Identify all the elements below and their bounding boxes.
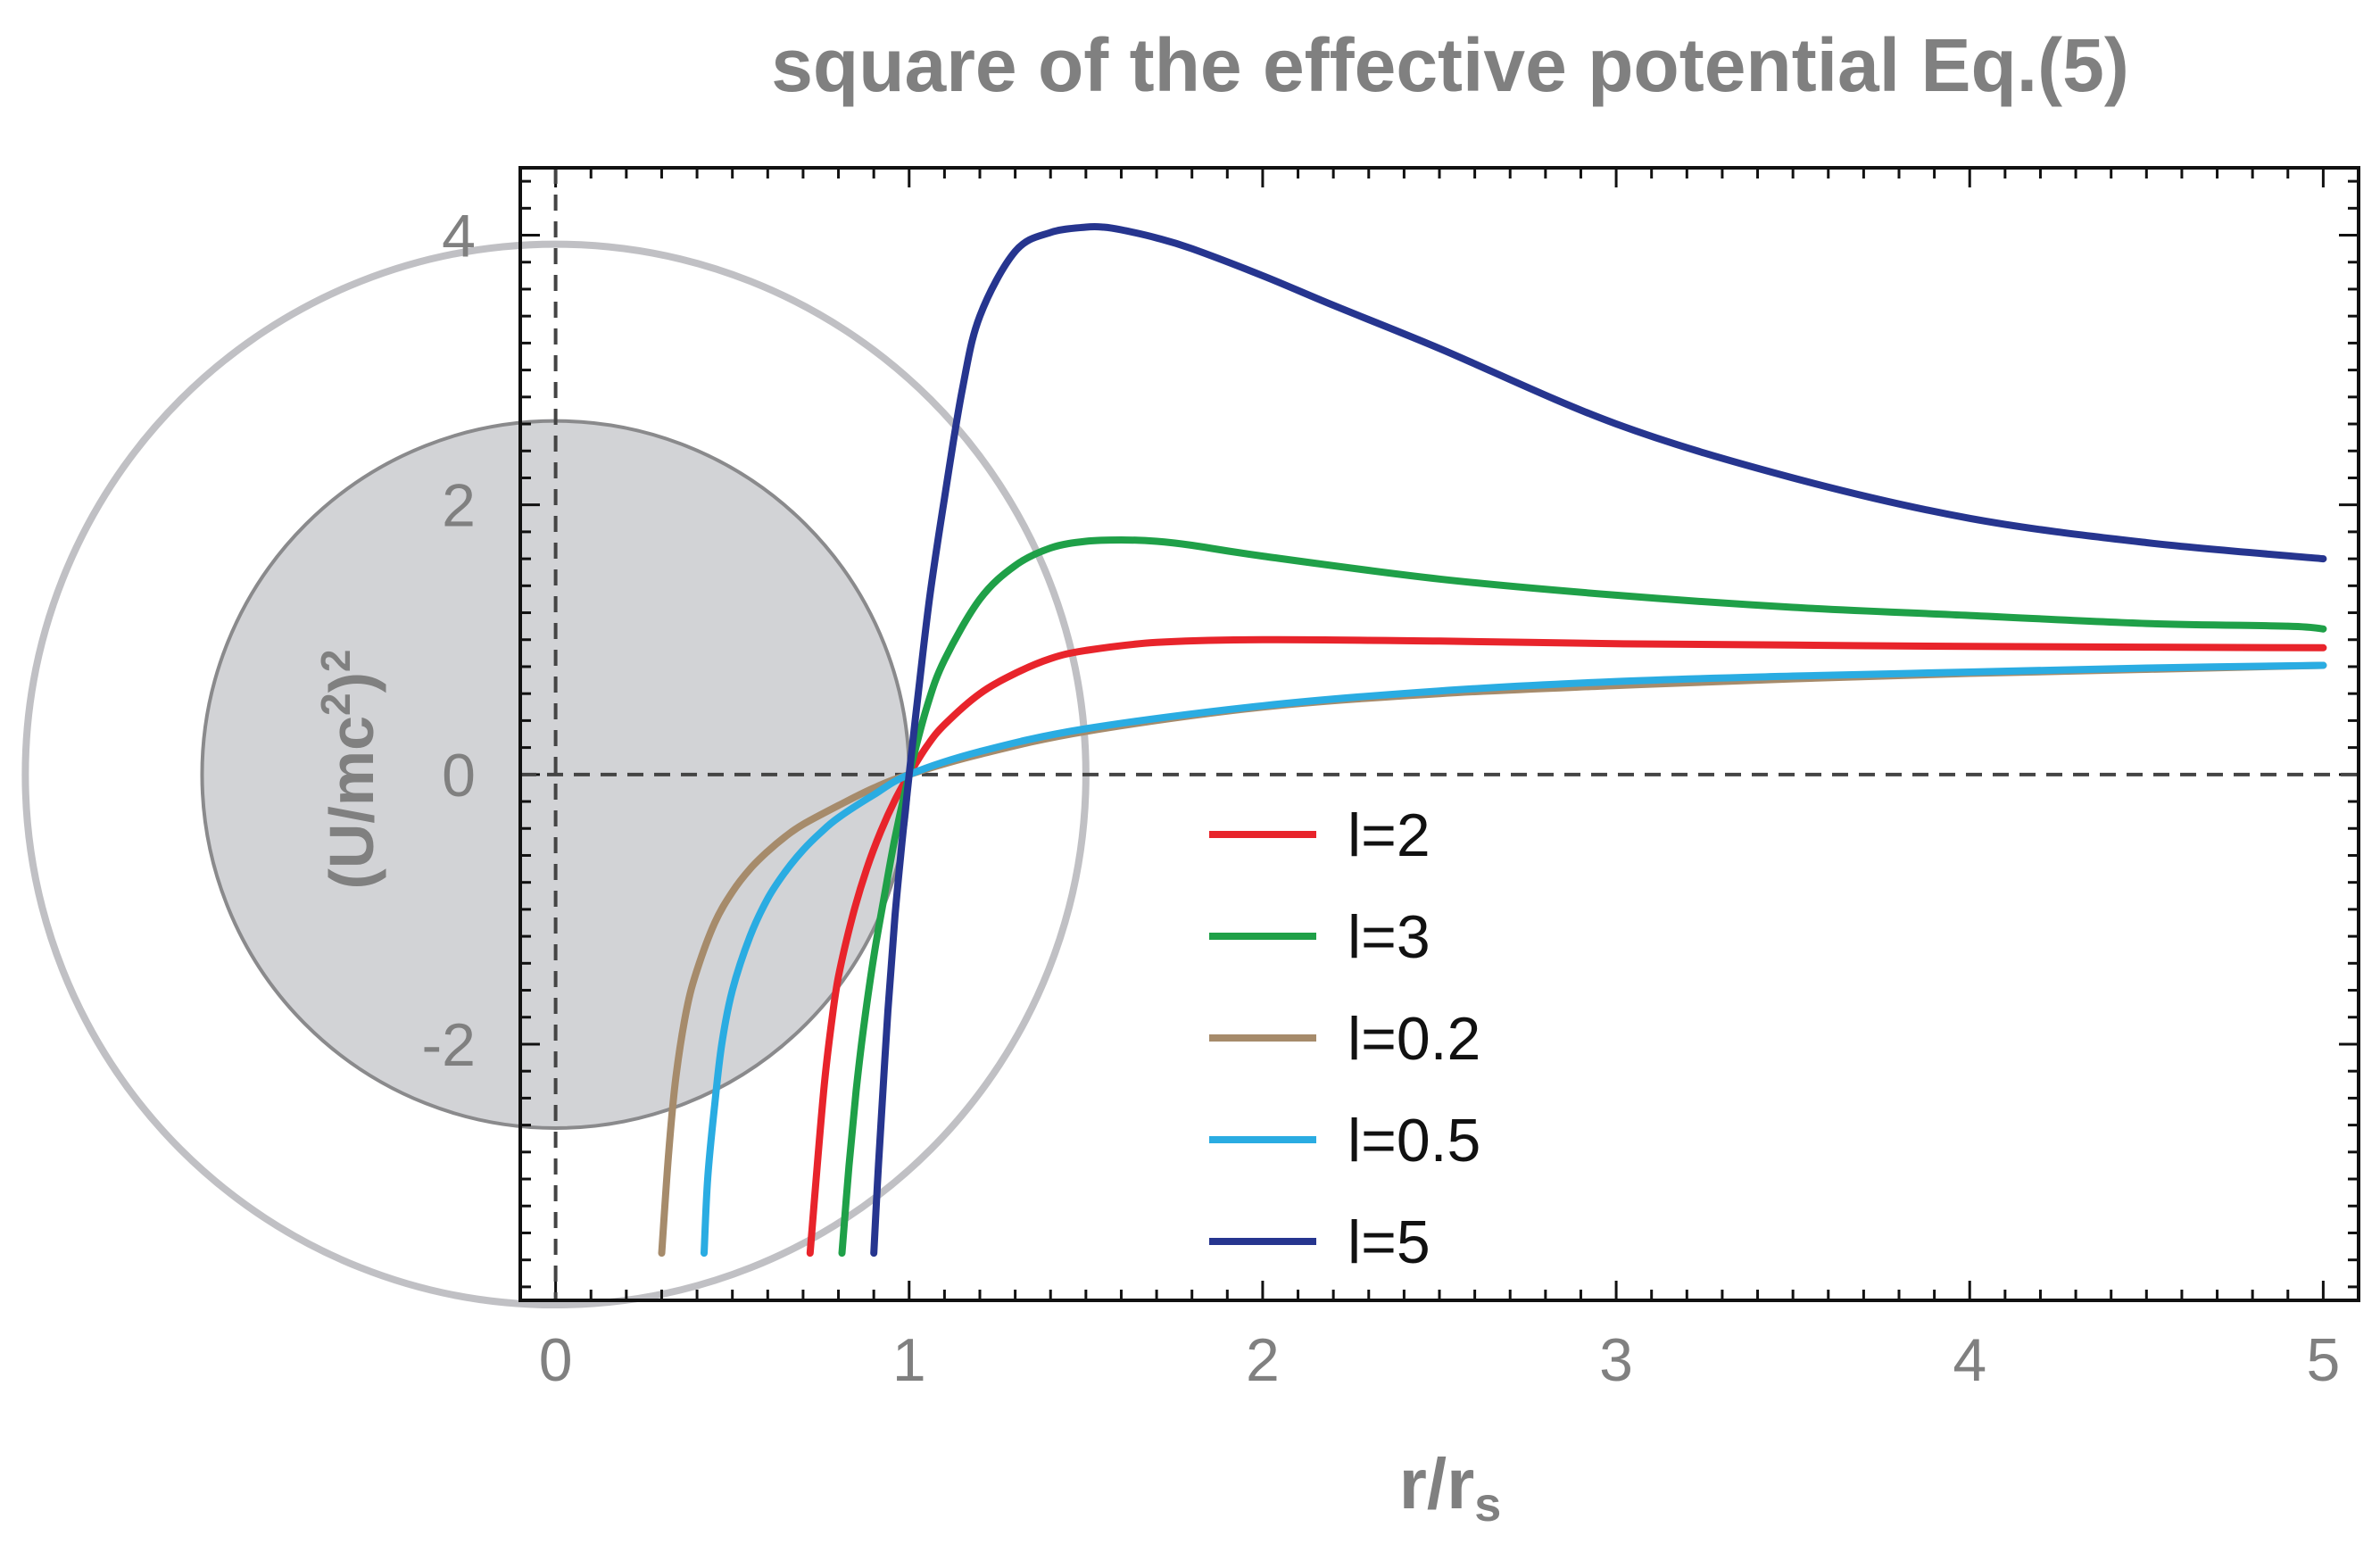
chart-title: square of the effective potential Eq.(5)	[771, 23, 2129, 107]
x-axis-label-sub: s	[1474, 1478, 1501, 1532]
x-tick-label: 4	[1953, 1326, 1986, 1394]
x-tick-label: 1	[892, 1326, 926, 1394]
series-line-l-3	[838, 536, 2327, 1258]
legend-label: l=3	[1348, 903, 1430, 971]
y-tick-labels: -2 0 2 4	[422, 203, 476, 1079]
y-tick-label: 4	[442, 203, 476, 270]
y-tick-label: 0	[442, 742, 476, 809]
x-tick-label: 0	[539, 1326, 573, 1394]
legend-label: l=0.5	[1348, 1107, 1480, 1175]
series-line-l-2	[806, 635, 2327, 1258]
series-line-l-5	[870, 222, 2327, 1258]
y-axis-label-sup: 2	[312, 693, 359, 716]
legend-label: l=0.2	[1348, 1005, 1480, 1073]
legend: l=2 l=3 l=0.2 l=0.5 l=5	[1209, 801, 1480, 1276]
x-tick-label: 5	[2306, 1326, 2340, 1394]
x-tick-label: 3	[1599, 1326, 1633, 1394]
x-axis-label: r/rs	[1399, 1444, 1502, 1532]
y-tick-label: -2	[422, 1011, 476, 1079]
y-axis-label-sup2: 2	[312, 650, 359, 673]
y-axis-label-close: )	[317, 672, 386, 693]
plot-frame	[518, 166, 2360, 1302]
x-tick-labels: 0 1 2 3 4 5	[539, 1326, 2341, 1394]
legend-label: l=2	[1348, 801, 1430, 869]
series-line-l-0-5	[701, 661, 2327, 1258]
x-tick-label: 2	[1246, 1326, 1280, 1394]
y-axis-label: (U/mc2)2	[312, 650, 386, 890]
y-axis-label-prefix: (U/mc	[317, 716, 386, 889]
series-curves	[658, 222, 2327, 1258]
reference-lines	[520, 168, 2359, 1300]
y-tick-label: 2	[442, 472, 476, 540]
x-axis-label-main: r/r	[1399, 1444, 1475, 1523]
legend-label: l=5	[1348, 1208, 1430, 1276]
